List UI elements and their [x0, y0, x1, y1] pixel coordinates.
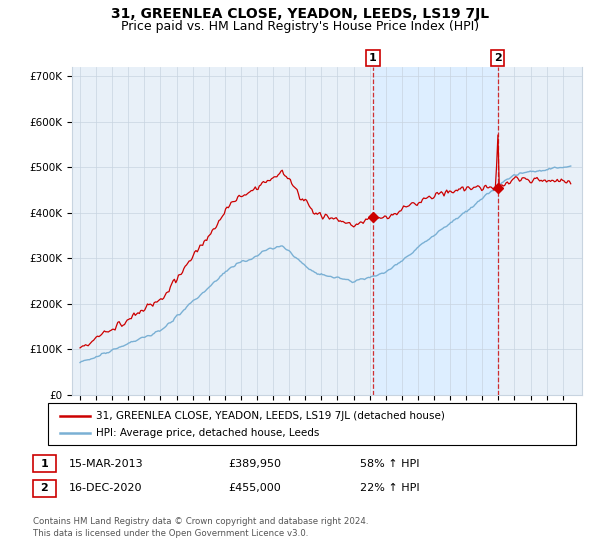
Text: 31, GREENLEA CLOSE, YEADON, LEEDS, LS19 7JL (detached house): 31, GREENLEA CLOSE, YEADON, LEEDS, LS19 …: [96, 411, 445, 421]
Text: Price paid vs. HM Land Registry's House Price Index (HPI): Price paid vs. HM Land Registry's House …: [121, 20, 479, 32]
Text: This data is licensed under the Open Government Licence v3.0.: This data is licensed under the Open Gov…: [33, 529, 308, 538]
Text: 15-MAR-2013: 15-MAR-2013: [69, 459, 143, 469]
Text: 22% ↑ HPI: 22% ↑ HPI: [360, 483, 419, 493]
Text: 1: 1: [41, 459, 48, 469]
Text: 1: 1: [369, 53, 377, 63]
Text: Contains HM Land Registry data © Crown copyright and database right 2024.: Contains HM Land Registry data © Crown c…: [33, 517, 368, 526]
Text: £455,000: £455,000: [228, 483, 281, 493]
Text: £389,950: £389,950: [228, 459, 281, 469]
Bar: [373, 67, 497, 395]
Text: 2: 2: [494, 53, 502, 63]
Text: 16-DEC-2020: 16-DEC-2020: [69, 483, 143, 493]
Text: 31, GREENLEA CLOSE, YEADON, LEEDS, LS19 7JL: 31, GREENLEA CLOSE, YEADON, LEEDS, LS19 …: [111, 7, 489, 21]
Text: 2: 2: [41, 483, 48, 493]
Text: HPI: Average price, detached house, Leeds: HPI: Average price, detached house, Leed…: [96, 428, 319, 438]
Text: 58% ↑ HPI: 58% ↑ HPI: [360, 459, 419, 469]
